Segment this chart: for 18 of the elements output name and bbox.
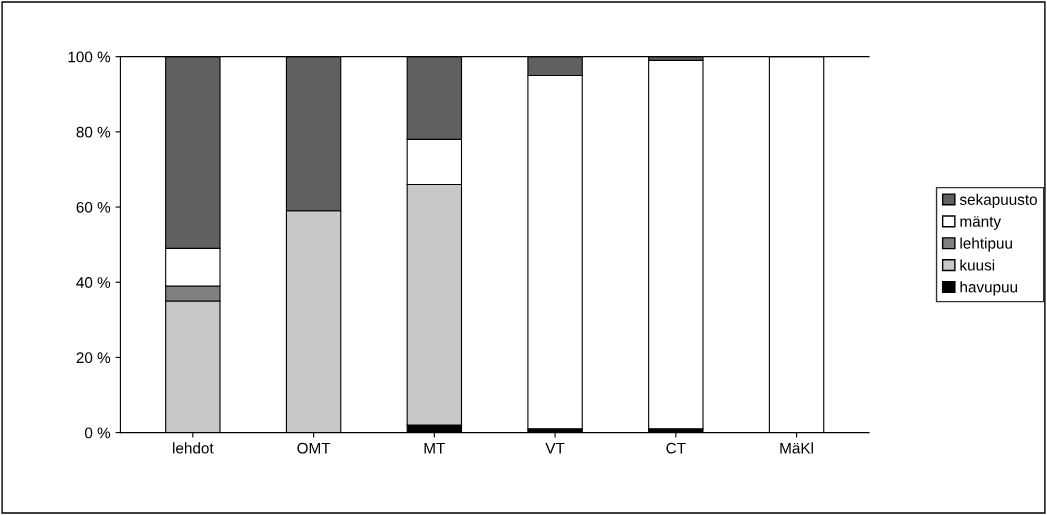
legend-label: lehtipuu [960,237,1012,252]
x-tick-label: lehdot [173,442,214,454]
x-tick-label: VT [545,442,565,454]
y-tick-label: 0 % [84,427,111,439]
legend-label: sekapuusto [959,193,1037,208]
y-tick-label: 60 % [76,201,111,213]
bar [648,59,704,430]
y-tick-label: 20 % [76,352,111,364]
legend-label: mänty [960,216,1002,230]
x-tick-label: OMT [297,442,331,454]
x-tick-label: MäKl [780,442,813,454]
legend-label: kuusi [960,259,995,271]
legend-label: havupuu [960,281,1018,296]
y-tick-label: 80 % [76,126,111,138]
x-tick-label: MT [424,442,446,454]
y-tick-label: 100 % [68,51,111,63]
x-tick-label: CT [666,442,686,454]
y-tick-label: 40 % [76,277,111,288]
